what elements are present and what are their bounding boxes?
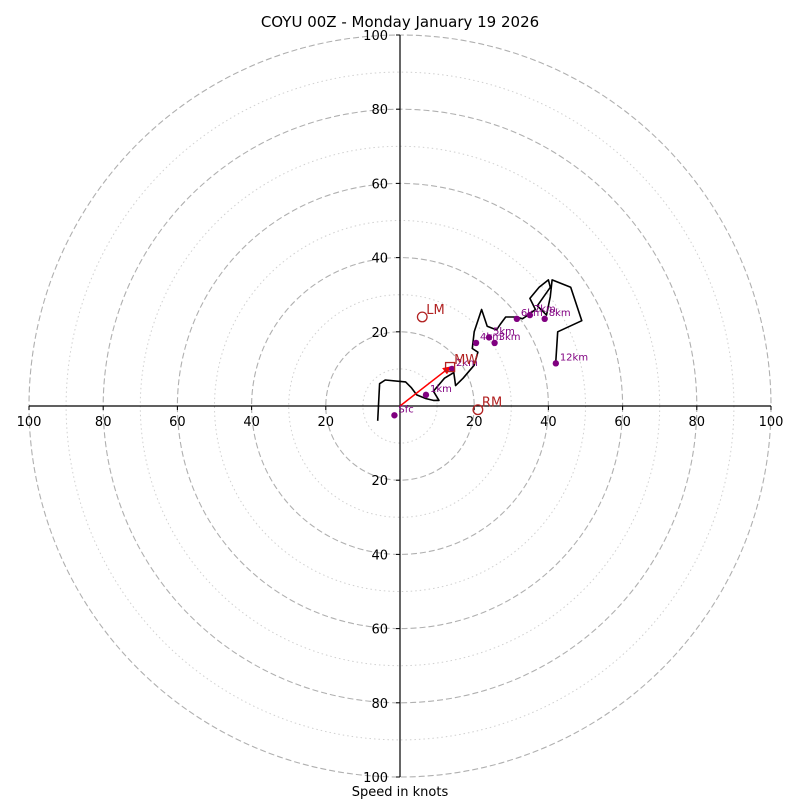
height-label-8km: 8km — [549, 308, 571, 319]
x-tick-label: 20 — [466, 415, 483, 430]
y-tick-label: 60 — [371, 623, 388, 638]
y-tick-label: 100 — [363, 29, 388, 44]
height-point-5km — [485, 334, 493, 341]
y-tick-label: 20 — [371, 474, 388, 489]
x-tick-label: 100 — [17, 415, 42, 430]
tick-labels: 100 80 60 40 20 20 40 60 80 100 100 80 60 40 20 20 40 60 8… — [17, 29, 784, 786]
x-tick-label: 100 — [759, 415, 784, 430]
y-tick-label: 40 — [371, 548, 388, 563]
marker-lm — [416, 311, 428, 323]
y-tick-label: 80 — [371, 103, 388, 118]
chart-title: COYU 00Z - Monday January 19 2026 — [261, 13, 539, 31]
x-axis-label: Speed in knots — [352, 785, 449, 800]
y-tick-label: 60 — [371, 177, 388, 192]
height-point-3km — [491, 339, 498, 347]
height-point-12km — [552, 360, 560, 367]
height-point-4km — [472, 339, 480, 347]
storm-motion-markers: LM MW RM — [416, 303, 502, 416]
height-label-1km: 1km — [430, 384, 452, 395]
height-point-7km — [526, 311, 534, 319]
height-points: Sfc1km2km3km4km5km6km7km8km12km — [391, 304, 588, 419]
x-tick-label: 40 — [540, 415, 557, 430]
height-label-5km: 5km — [493, 326, 515, 337]
x-tick-label: 40 — [243, 415, 260, 430]
marker-label-mw: MW — [454, 353, 478, 368]
x-tick-label: 60 — [614, 415, 631, 430]
y-tick-label: 20 — [371, 326, 388, 341]
height-point-1km — [422, 391, 430, 399]
shear-vector — [399, 366, 451, 407]
height-label-7km: 7km — [534, 304, 556, 315]
marker-label-lm: LM — [426, 303, 444, 318]
height-point-8km — [541, 315, 548, 323]
y-tick-label: 100 — [363, 771, 388, 786]
marker-mw — [444, 361, 456, 373]
marker-rm — [472, 404, 484, 416]
x-tick-label: 80 — [95, 415, 112, 430]
height-label-sfc: Sfc — [398, 404, 413, 415]
x-tick-label: 80 — [689, 415, 706, 430]
x-tick-label: 60 — [169, 415, 186, 430]
height-label-3km: 3km — [499, 332, 521, 343]
height-label-2km: 2km — [456, 358, 478, 369]
x-tick-label: 20 — [318, 415, 335, 430]
y-tick-label: 40 — [371, 252, 388, 267]
height-point-6km — [513, 315, 521, 323]
hodograph-line — [376, 279, 583, 421]
y-tick-label: 80 — [371, 697, 388, 712]
height-point-2km — [448, 365, 456, 373]
hodograph-trace — [376, 279, 583, 421]
height-point-sfc — [391, 412, 398, 419]
shear-arrow — [399, 366, 451, 407]
marker-label-rm: RM — [482, 396, 502, 411]
height-label-12km: 12km — [560, 352, 588, 363]
